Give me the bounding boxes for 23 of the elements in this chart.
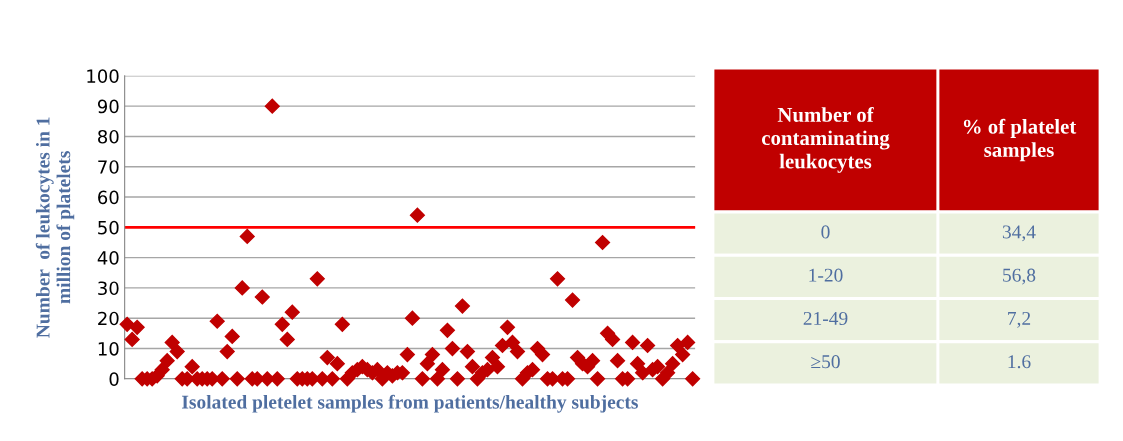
y-tick-label: 10 <box>98 341 119 356</box>
category-label: 1-20 <box>809 268 843 282</box>
y-tick-label: 30 <box>98 281 119 296</box>
x-axis-title: Isolated pletelet samples from patients/healthy subjects <box>182 394 638 413</box>
data-label: 34,4 <box>1002 225 1036 242</box>
text: % of platelet samples <box>963 118 1077 162</box>
y-tick-label: 0 <box>109 372 119 386</box>
data-label: 56,8 <box>1003 268 1036 285</box>
y-tick-label: 80 <box>98 129 119 144</box>
data-label: 1.6 <box>1008 355 1031 369</box>
category-label: ≥50 <box>811 355 840 369</box>
category-label: 21-49 <box>803 311 848 325</box>
y-tick-label: 60 <box>98 190 119 205</box>
category-label: 0 <box>821 225 830 239</box>
text: Number of contaminating leukocytes <box>761 107 890 173</box>
y-tick-label: 50 <box>98 220 119 235</box>
y-tick-label: 70 <box>98 160 119 174</box>
y-tick-label: 90 <box>97 99 119 114</box>
y-tick-label: 40 <box>97 251 119 265</box>
y-axis-title: Number of leukocytes in 1 million of platelets <box>35 117 75 338</box>
data-label: 7,2 <box>1008 311 1031 328</box>
y-tick-label: 20 <box>98 311 119 326</box>
y-tick-label: 100 <box>87 69 119 83</box>
